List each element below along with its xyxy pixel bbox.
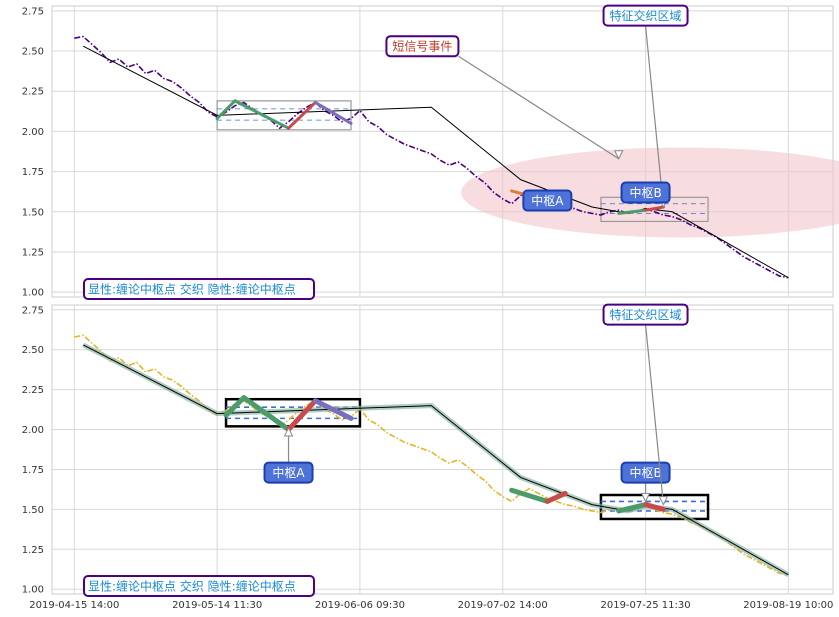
bottom-stroke-segment xyxy=(616,502,649,514)
xtick-label: 2019-06-06 09:30 xyxy=(315,600,405,611)
top-annotation-box xyxy=(522,189,573,212)
bottom-ytick-label: 1.25 xyxy=(22,545,44,556)
bottom-stroke-segment xyxy=(312,398,354,421)
xtick-label: 2019-07-25 11:30 xyxy=(600,600,690,611)
top-stroke-segment xyxy=(233,99,291,130)
top-annotation-text: 中枢B xyxy=(629,185,661,200)
top-stroke-segment xyxy=(215,99,237,121)
bottom-ytick-label: 1.00 xyxy=(22,585,44,596)
xtick-label: 2019-08-19 10:00 xyxy=(743,600,833,611)
bottom-stroke-segment xyxy=(241,395,292,433)
top-price-series xyxy=(74,35,789,279)
bottom-annotation-box xyxy=(602,303,689,326)
bottom-stroke-segment xyxy=(223,395,247,418)
bottom-stroke-segment xyxy=(544,490,568,504)
top-annotation-box xyxy=(385,35,460,58)
top-legend-text: 显性:缠论中枢点 交织 隐性:缠论中枢点 xyxy=(88,282,296,297)
top-legend-box xyxy=(83,278,315,300)
top-ytick-label: 1.25 xyxy=(22,247,44,258)
bottom-annotation-text: 特征交织区域 xyxy=(610,307,682,322)
bottom-annotation-text: 中枢A xyxy=(272,465,305,480)
bottom-annotation-text: 中枢B xyxy=(629,465,661,480)
bottom-ytick-label: 1.75 xyxy=(22,465,44,476)
top-ytick-label: 2.00 xyxy=(22,127,44,138)
top-annotation-text: 特征交织区域 xyxy=(610,8,682,23)
top-stroke-segment xyxy=(313,100,353,125)
top-annotation-box xyxy=(602,4,689,27)
bottom-legend-text: 显性:缠论中枢点 交织 隐性:缠论中枢点 xyxy=(88,579,296,594)
top-ytick-label: 1.50 xyxy=(22,207,44,218)
top-annotation-arrow xyxy=(644,25,665,208)
bottom-stroke-segment xyxy=(509,487,550,504)
top-stroke-segment xyxy=(644,205,665,212)
top-stroke-segment xyxy=(287,100,317,130)
top-panel: 2.75 2.50 2.25 2.00 1.75 1.50 1.25 1.00 短信号事件 特征交… xyxy=(22,4,839,300)
top-trend-line xyxy=(83,45,789,279)
top-ytick-label: 1.75 xyxy=(22,167,44,178)
bottom-arrow-head xyxy=(658,496,669,506)
top-annotation-text: 短信号事件 xyxy=(392,40,452,54)
xtick-label: 2019-05-14 11:30 xyxy=(172,600,262,611)
bottom-annotation-box xyxy=(620,461,671,484)
bottom-price-series xyxy=(74,334,789,576)
bottom-stroke-segment xyxy=(643,502,666,512)
bottom-arrow-head xyxy=(283,426,294,437)
bottom-ytick-label: 2.50 xyxy=(22,345,44,356)
xtick-label: 2019-07-02 14:00 xyxy=(458,600,548,611)
top-ytick-label: 2.25 xyxy=(22,87,44,98)
xtick-label: 2019-04-15 14:00 xyxy=(29,600,119,611)
bottom-ytick-label: 1.50 xyxy=(22,505,44,516)
top-stroke-segment xyxy=(617,208,648,215)
top-arrow-head xyxy=(613,150,624,160)
bottom-ytick-label: 2.75 xyxy=(22,305,44,316)
bottom-plot-area xyxy=(51,304,834,595)
top-ytick-label: 2.75 xyxy=(22,6,44,17)
bottom-ytick-label: 2.25 xyxy=(22,385,44,396)
top-annotation-text: 中枢A xyxy=(531,193,564,208)
top-ytick-label: 1.00 xyxy=(22,288,44,299)
bottom-panel: 2.75 2.50 2.25 2.00 1.75 1.50 1.25 1.00 中枢A 中枢B 特征… xyxy=(22,303,834,611)
bottom-annotation-box xyxy=(263,461,314,484)
top-annotation-arrow xyxy=(458,55,620,160)
top-ytick-label: 2.50 xyxy=(22,47,44,58)
bottom-ytick-label: 2.00 xyxy=(22,425,44,436)
bottom-arrow-head xyxy=(640,492,651,503)
bottom-legend-box xyxy=(83,575,315,597)
bottom-annotation-arrow xyxy=(644,324,665,505)
top-annotation-box xyxy=(620,181,671,204)
bottom-stroke-segment xyxy=(286,398,318,433)
